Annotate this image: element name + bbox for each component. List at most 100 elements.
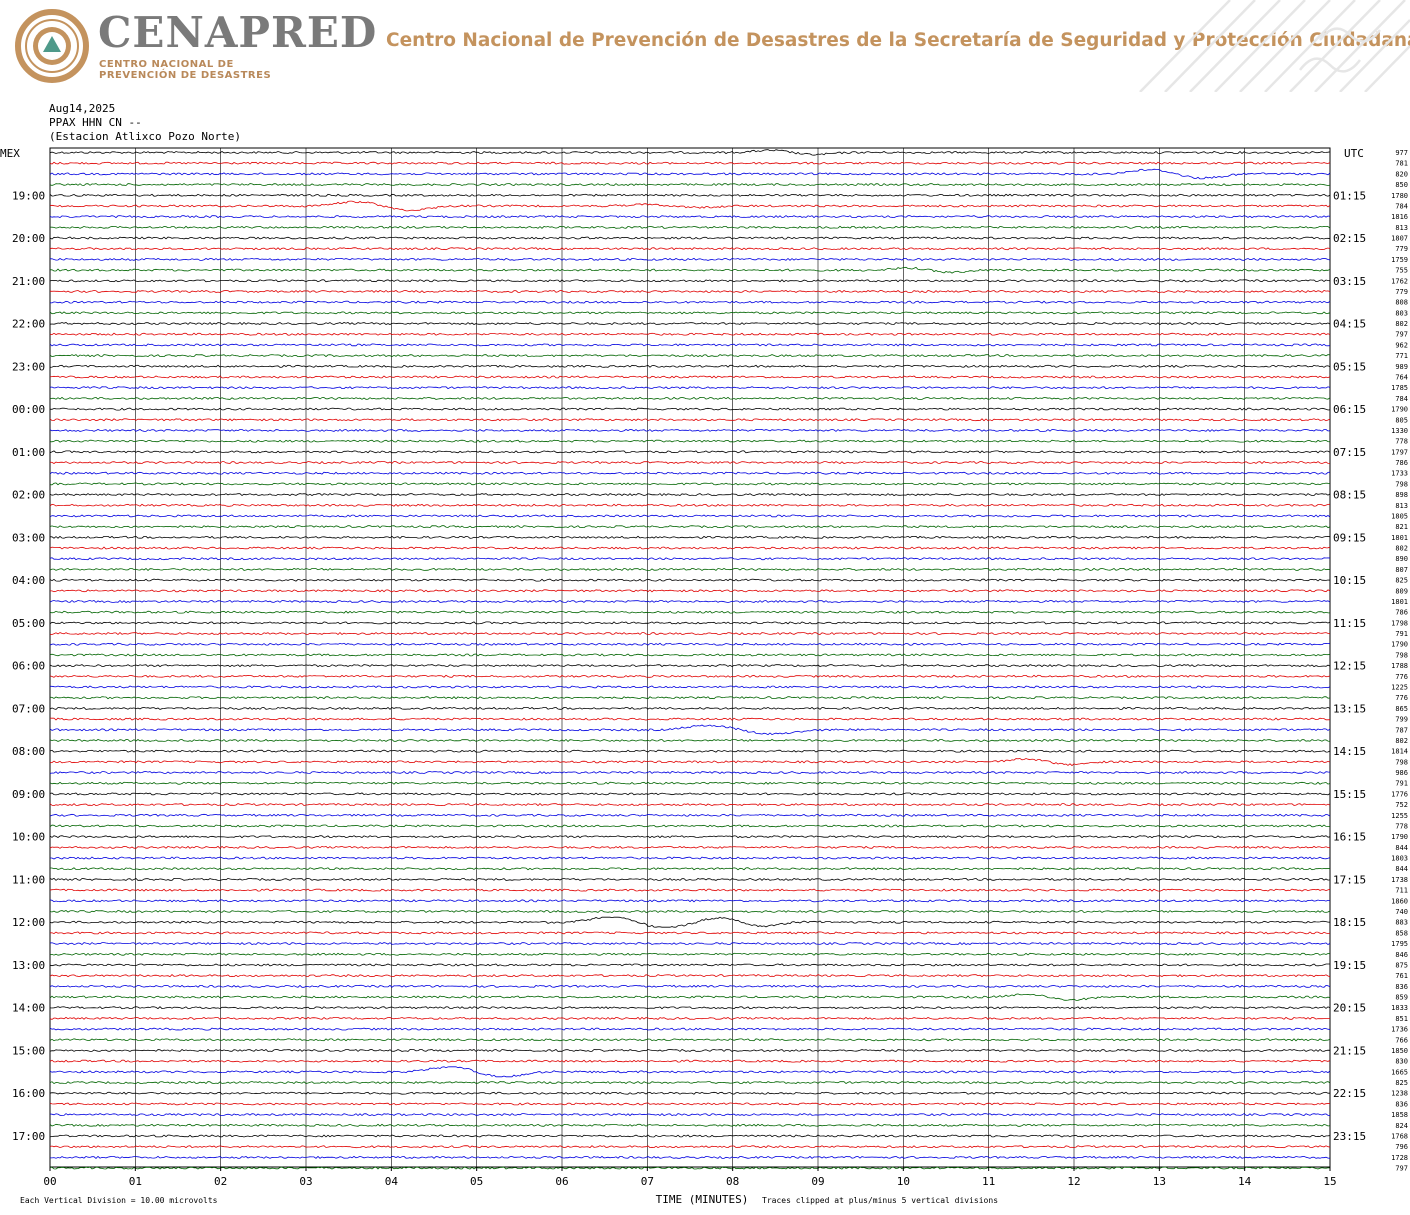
station-name: (Estacion Atlixco Pozo Norte)	[49, 130, 242, 143]
seismic-trace	[49, 396, 1331, 400]
seismic-trace	[49, 877, 1331, 881]
mex-hour-label: 12:00	[12, 916, 45, 929]
utc-hour-label: 06:15	[1333, 403, 1366, 416]
seismic-trace	[49, 1006, 1331, 1010]
trace-value-label: 1762	[1391, 277, 1408, 285]
seismic-trace	[49, 225, 1331, 229]
mex-hour-label: 06:00	[12, 660, 45, 673]
trace-value-label: 986	[1395, 769, 1408, 777]
trace-value-label: 807	[1395, 566, 1408, 574]
seismic-trace	[49, 1123, 1331, 1127]
trace-value-label: 875	[1395, 961, 1408, 969]
seismic-trace	[49, 621, 1331, 625]
trace-value-label: 851	[1395, 1015, 1408, 1023]
trace-value-label: 1785	[1391, 384, 1408, 392]
mex-hour-label: 02:00	[12, 489, 45, 502]
trace-value-label: 1728	[1391, 1154, 1408, 1162]
seismic-trace	[49, 321, 1331, 326]
trace-value-label: 1833	[1391, 1004, 1408, 1012]
seismic-trace	[49, 567, 1331, 571]
seismic-trace	[49, 168, 1331, 180]
trace-value-label: 1780	[1391, 192, 1408, 200]
trace-value-label: 798	[1395, 651, 1408, 659]
seismic-trace	[49, 963, 1330, 967]
trace-value-label: 850	[1395, 181, 1408, 189]
right-axis-title: UTC	[1344, 147, 1364, 160]
seismic-trace	[49, 758, 1331, 767]
trace-value-label: 844	[1395, 844, 1408, 852]
mex-hour-label: 19:00	[12, 189, 45, 202]
seismic-trace	[49, 599, 1331, 604]
trace-value-label: 771	[1395, 352, 1408, 360]
trace-value-label: 781	[1395, 160, 1408, 168]
seismic-trace	[49, 1145, 1331, 1149]
utc-hour-label: 08:15	[1333, 489, 1366, 502]
trace-value-label: 761	[1395, 972, 1408, 980]
logo-text: CENAPRED	[98, 8, 378, 57]
seismic-trace	[49, 610, 1330, 614]
trace-value-label: 1759	[1391, 256, 1408, 264]
utc-hour-label: 12:15	[1333, 660, 1366, 673]
seismic-trace	[49, 738, 1331, 742]
utc-hour-label: 22:15	[1333, 1087, 1366, 1100]
seismic-trace	[49, 428, 1331, 432]
seismic-trace	[50, 589, 1331, 593]
trace-value-label: 962	[1395, 341, 1408, 349]
trace-value-label: 1330	[1391, 427, 1408, 435]
seismic-trace	[49, 749, 1331, 753]
mex-hour-label: 05:00	[12, 617, 45, 630]
trace-value-label: 1807	[1391, 235, 1408, 243]
trace-value-label: 825	[1395, 1079, 1408, 1087]
cenapred-logo-icon	[15, 9, 89, 83]
trace-value-label: 859	[1395, 994, 1408, 1002]
logo-subtitle-line2: PREVENCIÓN DE DESASTRES	[99, 70, 272, 81]
utc-hour-label: 01:15	[1333, 189, 1366, 202]
seismic-trace	[49, 706, 1331, 710]
utc-hour-label: 20:15	[1333, 1002, 1366, 1015]
trace-value-label: 1665	[1391, 1068, 1408, 1076]
trace-value-label: 799	[1395, 716, 1408, 724]
utc-hour-label: 10:15	[1333, 574, 1366, 587]
trace-value-label: 797	[1395, 331, 1408, 339]
seismic-trace	[49, 771, 1331, 775]
trace-value-label: 1788	[1391, 662, 1408, 670]
seismic-trace	[49, 1027, 1331, 1031]
trace-value-label: 820	[1395, 170, 1408, 178]
seismic-trace	[49, 289, 1331, 293]
seismic-trace	[49, 1091, 1330, 1095]
header: CENAPRED CENTRO NACIONAL DE PREVENCIÓN D…	[0, 0, 1410, 95]
trace-value-label: 1238	[1391, 1090, 1408, 1098]
trace-value-label: 1797	[1391, 448, 1408, 456]
seismic-trace	[49, 724, 1331, 736]
seismic-trace	[50, 867, 1331, 871]
trace-value-label: 1814	[1391, 748, 1408, 756]
trace-value-label: 890	[1395, 555, 1408, 563]
mex-hour-label: 13:00	[12, 959, 45, 972]
x-tick-label: 00	[43, 1175, 56, 1188]
trace-value-label: 1768	[1391, 1133, 1408, 1141]
seismic-trace	[49, 888, 1331, 892]
seismic-trace	[49, 835, 1331, 839]
trace-value-label: 755	[1395, 267, 1408, 275]
seismic-trace	[49, 525, 1331, 529]
seismic-trace	[50, 685, 1331, 689]
seismic-trace	[49, 503, 1331, 507]
seismic-trace	[49, 1134, 1331, 1138]
seismic-trace	[49, 1059, 1331, 1063]
seismic-trace	[49, 803, 1331, 807]
mex-hour-label: 01:00	[12, 446, 45, 459]
seismic-trace	[49, 407, 1331, 411]
seismic-trace	[49, 942, 1331, 946]
trace-value-label: 796	[1395, 1143, 1408, 1151]
seismic-trace	[49, 1113, 1331, 1117]
mex-hour-label: 14:00	[12, 1002, 45, 1015]
seismic-trace	[49, 364, 1331, 368]
seismic-trace	[50, 266, 1331, 274]
station-code: PPAX HHN CN --	[49, 116, 142, 129]
mex-hour-label: 22:00	[12, 318, 45, 331]
mex-hour-label: 11:00	[12, 873, 45, 886]
seismic-trace	[49, 215, 1331, 219]
seismic-trace	[49, 1066, 1331, 1078]
seismic-trace	[49, 664, 1331, 668]
utc-hour-label: 14:15	[1333, 745, 1366, 758]
